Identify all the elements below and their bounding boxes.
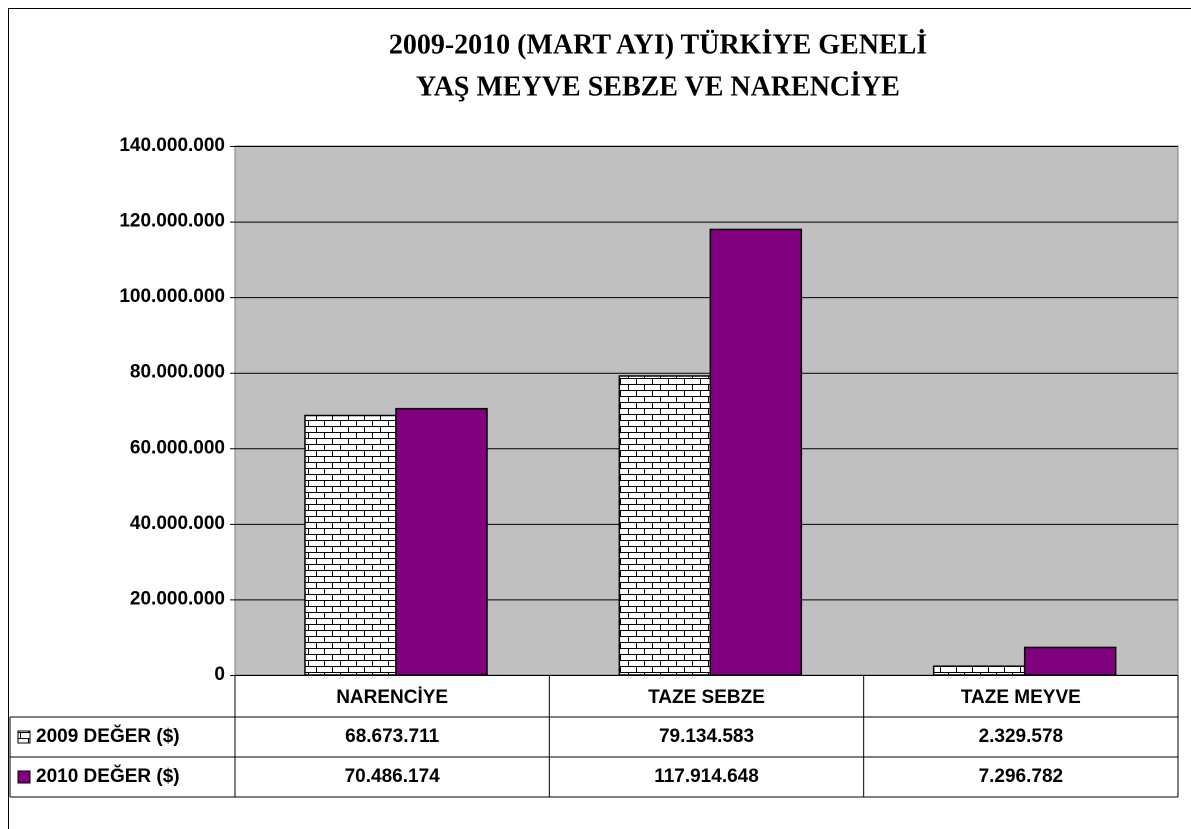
table-value: 79.134.583: [659, 726, 754, 747]
chart-title: YAŞ MEYVE SEBZE VE NARENCİYE: [416, 71, 900, 102]
y-tick-label: 60.000.000: [130, 437, 225, 458]
legend-key: [17, 730, 31, 744]
legend-key: [17, 770, 31, 784]
bar: [304, 414, 397, 676]
table-value: 2.329.578: [979, 726, 1064, 747]
chart-title: 2009-2010 (MART AYI) TÜRKİYE GENELİ: [389, 29, 927, 60]
bar: [618, 375, 712, 676]
y-tick-label: 20.000.000: [130, 588, 225, 609]
bar: [932, 665, 1026, 676]
bar: [395, 407, 488, 676]
x-tick-label: TAZE MEYVE: [961, 687, 1081, 708]
table-value: 117.914.648: [654, 766, 759, 787]
bar: [1023, 646, 1117, 676]
y-tick-label: 80.000.000: [130, 362, 225, 383]
y-tick-label: 140.000.000: [119, 135, 225, 156]
table-value: 70.486.174: [345, 766, 441, 787]
legend-label: 2010 DEĞER ($): [36, 765, 180, 787]
y-tick-label: 120.000.000: [119, 211, 225, 232]
x-tick-label: NARENCİYE: [336, 687, 448, 708]
table-value: 7.296.782: [979, 766, 1064, 787]
y-tick-label: 40.000.000: [130, 513, 225, 534]
y-tick-label: 100.000.000: [119, 286, 225, 307]
bar: [709, 228, 803, 676]
legend-label: 2009 DEĞER ($): [36, 725, 180, 747]
table-value: 68.673.711: [345, 726, 439, 747]
y-tick-label: 0: [214, 664, 225, 685]
x-tick-label: TAZE SEBZE: [648, 687, 765, 708]
